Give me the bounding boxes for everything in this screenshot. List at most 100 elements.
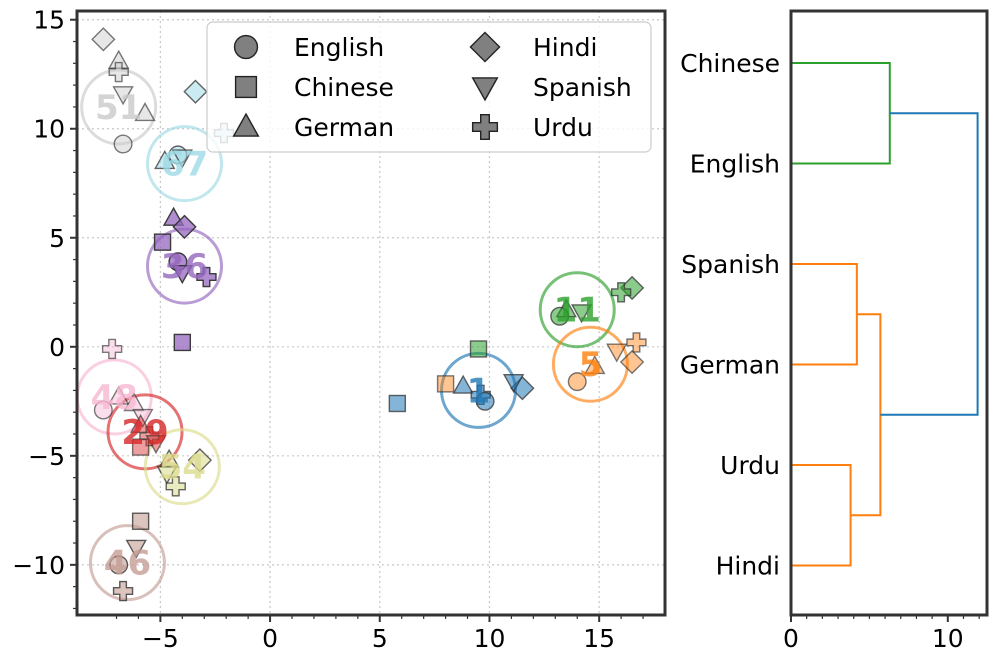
legend-label: Hindi bbox=[533, 33, 597, 62]
scatter-axes: −5 0 5 10 15 15 10 5 0 −5 −10 bbox=[12, 6, 667, 653]
x-tick-label: 10 bbox=[932, 624, 964, 653]
data-point bbox=[165, 476, 186, 497]
data-point bbox=[452, 374, 474, 394]
data-point bbox=[183, 79, 208, 104]
legend-marker-square bbox=[234, 75, 258, 99]
data-point bbox=[469, 340, 488, 358]
legend-label: German bbox=[294, 113, 394, 142]
y-tick-label: −5 bbox=[28, 442, 65, 471]
cluster-label: 5 bbox=[579, 345, 603, 385]
cluster-circle bbox=[538, 271, 616, 349]
legend-label: English bbox=[294, 33, 384, 62]
data-point bbox=[172, 214, 197, 240]
legend-marker-triangle-up bbox=[232, 112, 260, 137]
data-point bbox=[125, 539, 147, 559]
cluster-circle bbox=[80, 68, 158, 146]
cluster-circle bbox=[88, 524, 166, 602]
data-point bbox=[154, 150, 176, 170]
dendrogram-link bbox=[850, 313, 882, 517]
scatter-legend: English Chinese German Hindi Spanish Urdu bbox=[206, 21, 652, 153]
data-point bbox=[131, 438, 150, 456]
data-point bbox=[550, 306, 570, 326]
data-point bbox=[145, 435, 167, 455]
cluster-label: 36 bbox=[161, 247, 208, 287]
cluster-label: 54 bbox=[159, 448, 206, 488]
legend-label: Chinese bbox=[294, 73, 394, 102]
leaf-label: German bbox=[680, 351, 780, 380]
cluster-circle bbox=[551, 325, 629, 403]
dendrogram-link bbox=[791, 464, 852, 567]
dendrogram-link bbox=[791, 62, 891, 165]
data-point bbox=[619, 349, 645, 375]
cluster-label: 48 bbox=[91, 378, 138, 418]
dendrogram-link bbox=[791, 263, 858, 366]
legend-frame bbox=[206, 21, 652, 153]
data-point bbox=[171, 149, 194, 169]
x-tick-label: 0 bbox=[262, 624, 278, 653]
data-point bbox=[112, 580, 134, 602]
cluster-label: 51 bbox=[95, 88, 142, 128]
leaf-label: Spanish bbox=[681, 250, 780, 279]
y-tick-label: 10 bbox=[33, 115, 65, 144]
cluster-circle bbox=[146, 125, 224, 203]
dendrogram-frame bbox=[789, 9, 989, 617]
y-tick-label: 5 bbox=[49, 224, 65, 253]
scatter-frame bbox=[75, 9, 667, 617]
data-point bbox=[436, 375, 455, 393]
data-point bbox=[388, 394, 407, 413]
data-point bbox=[187, 447, 213, 473]
legend-marker-plus bbox=[471, 113, 499, 141]
data-point bbox=[475, 391, 495, 411]
data-point bbox=[131, 512, 150, 530]
data-point bbox=[171, 264, 194, 285]
leaf-label: Hindi bbox=[716, 552, 780, 581]
data-point bbox=[112, 86, 134, 106]
cluster-circle bbox=[143, 428, 221, 506]
data-point bbox=[107, 385, 130, 405]
x-tick-label: 15 bbox=[583, 624, 615, 653]
x-tick-label: −5 bbox=[142, 624, 179, 653]
data-point bbox=[196, 266, 217, 288]
data-point bbox=[134, 102, 156, 122]
data-point bbox=[584, 354, 606, 375]
legend-marker-diamond bbox=[469, 31, 501, 63]
data-point bbox=[107, 49, 130, 69]
data-point bbox=[113, 134, 133, 154]
leaf-label: Chinese bbox=[680, 49, 780, 78]
data-point bbox=[606, 343, 628, 363]
data-point bbox=[502, 373, 525, 394]
data-point bbox=[626, 332, 647, 353]
data-point bbox=[93, 400, 113, 420]
legend-marker-circle bbox=[233, 34, 259, 60]
leaf-label: Urdu bbox=[720, 451, 780, 480]
data-point bbox=[173, 333, 192, 352]
cluster-label: 11 bbox=[554, 291, 601, 331]
cluster-label: 46 bbox=[104, 544, 151, 584]
data-point bbox=[570, 304, 593, 324]
data-point bbox=[156, 465, 178, 485]
leaf-label: English bbox=[690, 150, 780, 179]
y-tick-label: −10 bbox=[12, 551, 65, 580]
y-tick-label: 15 bbox=[33, 6, 65, 35]
data-point bbox=[610, 282, 632, 303]
legend-marker-triangle-down bbox=[471, 77, 499, 102]
data-point bbox=[101, 338, 123, 360]
scatter-points bbox=[91, 27, 647, 602]
data-point bbox=[109, 555, 129, 575]
legend-label: Spanish bbox=[533, 73, 632, 102]
y-tick-label: 0 bbox=[49, 333, 65, 362]
dendrogram: Chinese English Spanish German Urdu Hindi 0 10 bbox=[680, 9, 989, 653]
cluster-label: 67 bbox=[161, 145, 208, 185]
cluster-label: 1 bbox=[467, 371, 491, 411]
data-point bbox=[153, 233, 172, 251]
dendrogram-link bbox=[880, 112, 979, 416]
dendrogram-axes: Chinese English Spanish German Urdu Hindi 0 10 bbox=[680, 9, 989, 653]
data-point bbox=[108, 61, 129, 83]
x-tick-label: 10 bbox=[474, 624, 506, 653]
dendrogram-links bbox=[791, 62, 979, 567]
data-point bbox=[567, 372, 587, 392]
data-point bbox=[162, 206, 185, 226]
